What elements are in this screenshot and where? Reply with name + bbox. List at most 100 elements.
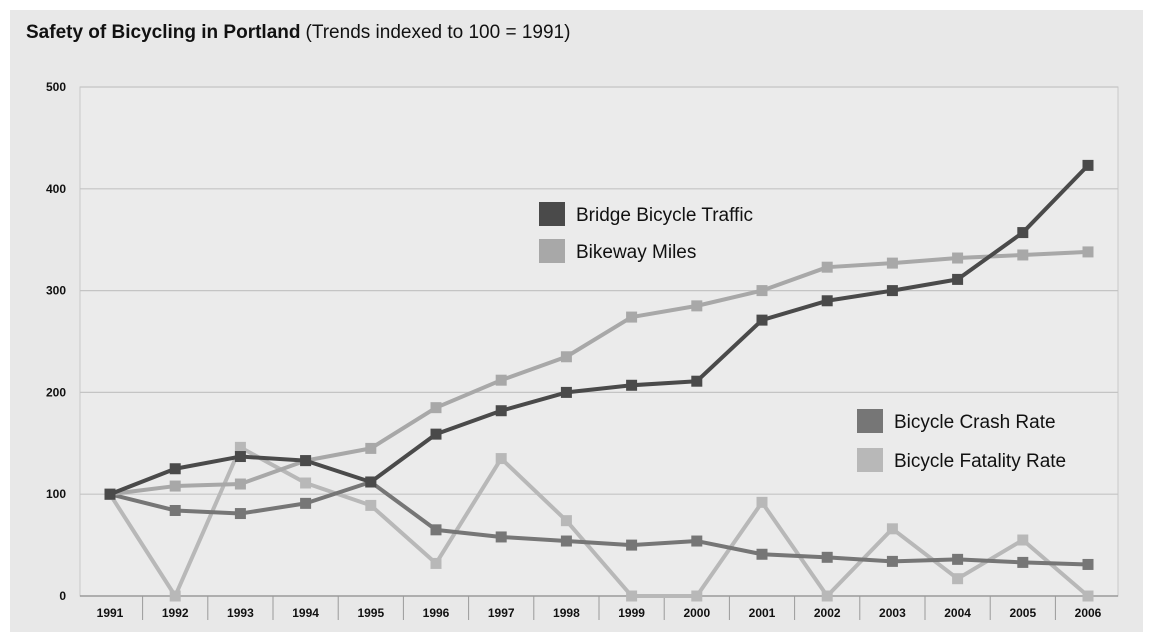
data-point-bicycle-fatality-rate-1997 <box>495 453 507 465</box>
data-point-bicycle-crash-rate-2005 <box>1017 556 1029 568</box>
data-point-bicycle-fatality-rate-1998 <box>560 515 572 527</box>
data-point-bridge-bicycle-traffic-2001 <box>756 314 768 326</box>
x-tick-label-1994: 1994 <box>292 606 319 620</box>
series-bikeway-miles <box>104 246 1094 500</box>
x-tick-label-2003: 2003 <box>879 606 906 620</box>
x-tick-label-2001: 2001 <box>749 606 776 620</box>
data-point-bikeway-miles-2002 <box>821 261 833 273</box>
legend-1: Bridge Bicycle Traffic Bikeway Miles <box>539 202 753 263</box>
data-point-bridge-bicycle-traffic-1994 <box>300 455 312 467</box>
data-point-bridge-bicycle-traffic-1999 <box>626 379 638 391</box>
data-point-bridge-bicycle-traffic-2000 <box>691 375 703 387</box>
data-point-bikeway-miles-1996 <box>430 402 442 414</box>
legend-label-bicycle-crash-rate: Bicycle Crash Rate <box>894 412 1056 433</box>
series-line-bikeway-miles <box>109 249 1089 497</box>
data-point-bicycle-fatality-rate-2003 <box>886 523 898 535</box>
series-bridge-bicycle-traffic <box>104 159 1094 500</box>
series-line-bicycle-crash-rate <box>109 479 1089 567</box>
chart-title-main: Safety of Bicycling in Portland <box>26 22 301 43</box>
data-point-bicycle-fatality-rate-1992 <box>169 590 181 602</box>
data-point-bridge-bicycle-traffic-1996 <box>430 428 442 440</box>
data-point-bicycle-fatality-rate-2006 <box>1082 590 1094 602</box>
x-tick-label-1995: 1995 <box>357 606 384 620</box>
legend-swatch-bicycle-fatality-rate <box>857 448 883 472</box>
data-point-bicycle-fatality-rate-1999 <box>626 590 638 602</box>
x-tick-label-2002: 2002 <box>814 606 841 620</box>
data-point-bikeway-miles-2005 <box>1017 249 1029 261</box>
data-point-bridge-bicycle-traffic-2005 <box>1017 227 1029 239</box>
data-point-bikeway-miles-1997 <box>495 374 507 386</box>
legend-label-bridge-bicycle-traffic: Bridge Bicycle Traffic <box>576 205 753 226</box>
data-point-bikeway-miles-2004 <box>952 252 964 264</box>
data-point-bicycle-fatality-rate-2002 <box>821 590 833 602</box>
x-tick-label-1991: 1991 <box>97 606 124 620</box>
y-tick-label-300: 300 <box>46 284 66 298</box>
data-point-bicycle-fatality-rate-1996 <box>430 557 442 569</box>
y-tick-label-200: 200 <box>46 385 66 399</box>
legend-label-bikeway-miles: Bikeway Miles <box>576 242 696 263</box>
data-point-bicycle-crash-rate-1999 <box>626 539 638 551</box>
data-point-bridge-bicycle-traffic-1997 <box>495 405 507 417</box>
series-line-bridge-bicycle-traffic <box>109 163 1090 497</box>
y-tick-label-100: 100 <box>46 487 66 501</box>
data-point-bikeway-miles-1999 <box>626 311 638 323</box>
data-point-bicycle-fatality-rate-2005 <box>1017 534 1029 546</box>
data-point-bicycle-crash-rate-1996 <box>430 524 442 536</box>
x-tick-label-1997: 1997 <box>488 606 515 620</box>
plot-area <box>79 86 1119 597</box>
data-point-bicycle-crash-rate-2000 <box>691 535 703 547</box>
data-point-bridge-bicycle-traffic-2004 <box>952 273 964 285</box>
data-point-bicycle-crash-rate-1993 <box>234 508 246 520</box>
chart-subtitle: (Trends indexed to 100 = 1991) <box>305 22 571 43</box>
series-line-bicycle-fatality-rate <box>108 445 1090 598</box>
x-tick-label-1992: 1992 <box>162 606 189 620</box>
data-point-bicycle-fatality-rate-2000 <box>691 590 703 602</box>
data-point-bikeway-miles-2000 <box>691 300 703 312</box>
data-point-bicycle-crash-rate-1998 <box>560 535 572 547</box>
data-point-bicycle-crash-rate-2003 <box>886 555 898 567</box>
data-point-bikeway-miles-1993 <box>234 478 246 490</box>
data-point-bikeway-miles-2006 <box>1082 246 1094 258</box>
data-point-bicycle-crash-rate-2001 <box>756 548 768 560</box>
legends: Bridge Bicycle Traffic Bikeway Miles Bicyc… <box>539 202 1066 472</box>
axes: 0 100 200 300 400 500 1991 1992 1993 1994 1995 1996… <box>46 80 1118 620</box>
data-point-bicycle-crash-rate-2006 <box>1082 558 1094 570</box>
gridlines <box>79 86 1119 597</box>
data-point-bicycle-fatality-rate-2001 <box>756 496 768 508</box>
data-point-bridge-bicycle-traffic-1998 <box>560 386 572 398</box>
x-tick-label-1999: 1999 <box>618 606 645 620</box>
data-point-bikeway-miles-2001 <box>756 285 768 297</box>
data-point-bridge-bicycle-traffic-1992 <box>169 463 181 475</box>
x-tick-label-2006: 2006 <box>1075 606 1102 620</box>
data-point-bikeway-miles-2003 <box>886 257 898 269</box>
data-point-bicycle-crash-rate-1994 <box>300 497 312 509</box>
data-point-bikeway-miles-1998 <box>560 351 572 363</box>
data-point-bridge-bicycle-traffic-2006 <box>1082 159 1094 171</box>
series-lines <box>104 159 1094 602</box>
data-point-bicycle-crash-rate-2002 <box>821 551 833 563</box>
data-point-bridge-bicycle-traffic-1993 <box>234 451 246 463</box>
chart-title: Safety of Bicycling in Portland (Trends i… <box>26 22 570 44</box>
y-tick-label-400: 400 <box>46 182 66 196</box>
y-tick-label-0: 0 <box>59 589 66 603</box>
data-point-bridge-bicycle-traffic-2002 <box>821 295 833 307</box>
data-point-bicycle-fatality-rate-2004 <box>952 573 964 585</box>
legend-label-bicycle-fatality-rate: Bicycle Fatality Rate <box>894 451 1066 472</box>
x-tick-label-2005: 2005 <box>1009 606 1036 620</box>
data-point-bicycle-crash-rate-1997 <box>495 531 507 543</box>
x-tick-label-1993: 1993 <box>227 606 254 620</box>
data-point-bridge-bicycle-traffic-1991 <box>104 488 116 500</box>
legend-swatch-bikeway-miles <box>539 239 565 263</box>
y-tick-label-500: 500 <box>46 80 66 94</box>
legend-swatch-bicycle-crash-rate <box>857 409 883 433</box>
data-point-bikeway-miles-1992 <box>169 480 181 492</box>
legend-swatch-bridge-bicycle-traffic <box>539 202 565 226</box>
data-point-bikeway-miles-1995 <box>365 442 377 454</box>
x-tick-label-1996: 1996 <box>423 606 450 620</box>
data-point-bicycle-fatality-rate-1994 <box>300 477 312 489</box>
x-tick-label-1998: 1998 <box>553 606 580 620</box>
x-tick-label-2000: 2000 <box>683 606 710 620</box>
data-point-bridge-bicycle-traffic-2003 <box>886 285 898 297</box>
data-point-bicycle-crash-rate-2004 <box>952 553 964 565</box>
